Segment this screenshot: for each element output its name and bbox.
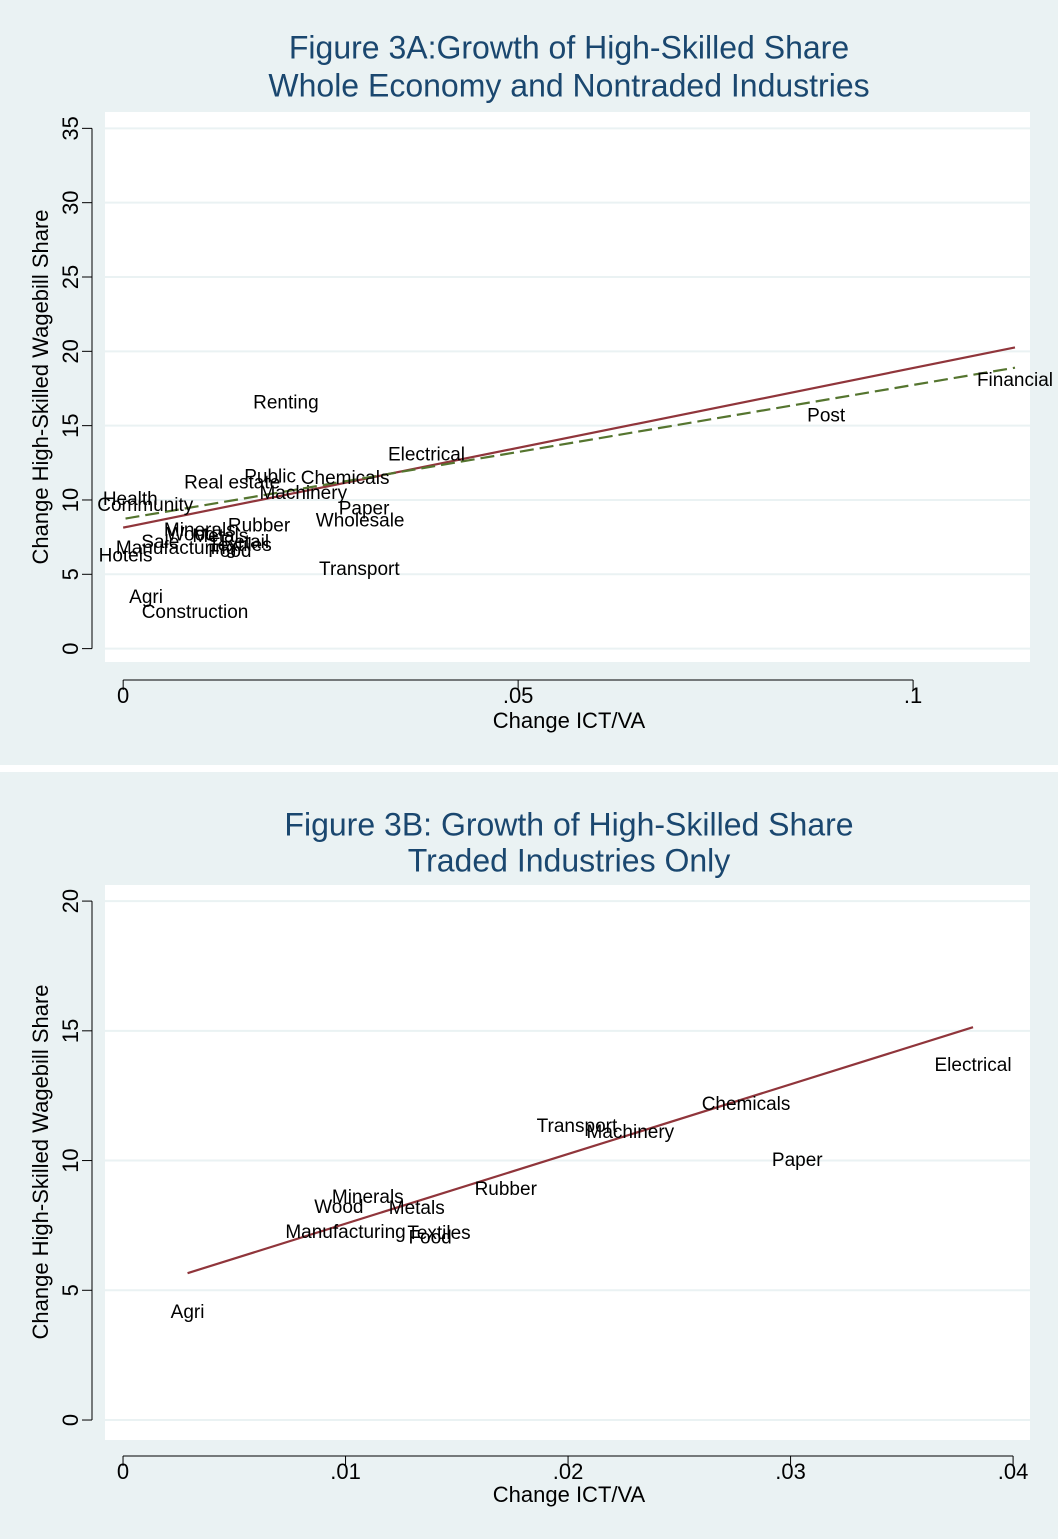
point-label: Electrical xyxy=(388,444,465,465)
point-label: Agri xyxy=(171,1302,205,1323)
y-tick-label: 30 xyxy=(58,190,83,214)
y-tick-label: 15 xyxy=(58,413,83,437)
y-tick-label: 5 xyxy=(58,1284,83,1296)
x-tick-label: 0 xyxy=(117,1459,129,1484)
fit-line xyxy=(122,346,1016,529)
point-label: Wood xyxy=(166,525,215,546)
chart-title: Figure 3B: Growth of High-Skilled Share xyxy=(284,806,853,842)
point-label: Sale xyxy=(141,532,179,553)
point-label: Manufacturing xyxy=(116,538,236,559)
y-tick-label: 25 xyxy=(58,265,83,289)
x-tick-label: .01 xyxy=(330,1459,361,1484)
point-label: Paper xyxy=(339,499,390,520)
point-label: Wholesale xyxy=(316,511,405,532)
point-label: Chemicals xyxy=(301,468,390,489)
point-label: Machinery xyxy=(587,1122,675,1143)
y-tick-label: 20 xyxy=(58,889,83,913)
point-label: Machinery xyxy=(259,483,347,504)
x-axis-title: Change ICT/VA xyxy=(493,1482,646,1507)
point-label: Chemicals xyxy=(702,1094,791,1115)
chart-title: Traded Industries Only xyxy=(408,842,731,878)
y-tick-label: 35 xyxy=(58,116,83,140)
y-axis-title: Change High-Skilled Wagebill Share xyxy=(28,209,53,564)
point-label: Paper xyxy=(772,1150,823,1171)
point-label: Minerals xyxy=(164,520,236,541)
point-label: Textiles xyxy=(208,535,271,556)
point-label: Metals xyxy=(192,526,248,547)
point-label: Health xyxy=(103,489,158,510)
point-label: Public xyxy=(244,467,296,488)
point-label: Construction xyxy=(142,602,249,623)
x-tick-label: .1 xyxy=(904,683,922,708)
x-tick-label: .04 xyxy=(998,1459,1029,1484)
point-label: Manufacturing xyxy=(285,1222,405,1243)
x-tick-label: 0 xyxy=(117,683,129,708)
chart-title: Whole Economy and Nontraded Industries xyxy=(268,67,869,103)
point-label: Wood xyxy=(314,1197,363,1218)
point-label: Community xyxy=(97,495,194,516)
y-axis-title: Change High-Skilled Wagebill Share xyxy=(28,984,53,1339)
point-label: Metals xyxy=(389,1198,445,1219)
point-label: Retail xyxy=(221,532,270,553)
point-label: Rubber xyxy=(228,516,291,537)
point-label: Food xyxy=(208,541,251,562)
point-label: Transport xyxy=(319,559,400,580)
y-tick-label: 10 xyxy=(58,1148,83,1172)
y-tick-label: 5 xyxy=(58,568,83,580)
x-axis-title: Change ICT/VA xyxy=(493,708,646,733)
x-tick-label: .02 xyxy=(553,1459,584,1484)
point-label: Rubber xyxy=(475,1179,538,1200)
x-tick-label: .05 xyxy=(503,683,534,708)
point-label: Post xyxy=(807,406,846,427)
point-label: Transport xyxy=(537,1116,618,1137)
point-label: Financial xyxy=(977,370,1053,391)
plot-area xyxy=(105,112,1030,662)
point-label: Agri xyxy=(129,587,163,608)
chart-title: Figure 3A:Growth of High-Skilled Share xyxy=(289,29,849,65)
y-tick-label: 0 xyxy=(58,642,83,654)
point-label: Electrical xyxy=(934,1055,1011,1076)
point-label: Textiles xyxy=(407,1223,470,1244)
y-tick-label: 20 xyxy=(58,339,83,363)
y-tick-label: 15 xyxy=(58,1019,83,1043)
point-label: Real estate xyxy=(184,473,280,494)
y-tick-label: 0 xyxy=(58,1414,83,1426)
point-label: Renting xyxy=(253,392,319,413)
point-label: Hotels xyxy=(99,545,153,566)
point-label: Minerals xyxy=(332,1187,404,1208)
point-label: Food xyxy=(408,1227,451,1248)
plot-area xyxy=(105,885,1030,1440)
x-tick-label: .03 xyxy=(775,1459,806,1484)
fit-line xyxy=(125,366,1016,520)
y-tick-label: 10 xyxy=(58,488,83,512)
fit-line xyxy=(187,1026,974,1275)
